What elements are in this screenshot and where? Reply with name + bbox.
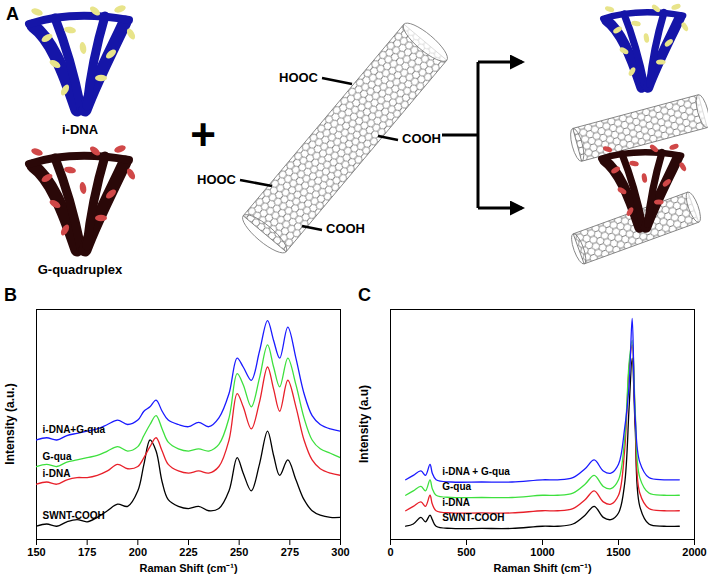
svg-text:i-DNA: i-DNA — [442, 497, 470, 508]
svg-text:Intensity (a.u.): Intensity (a.u.) — [3, 383, 17, 464]
svg-text:175: 175 — [78, 546, 96, 558]
svg-text:i-DNA: i-DNA — [43, 468, 71, 479]
svg-text:COOH: COOH — [402, 131, 441, 146]
svg-text:225: 225 — [179, 546, 197, 558]
svg-text:i-DNA+G-qua: i-DNA+G-qua — [43, 424, 106, 435]
svg-text:HOOC: HOOC — [279, 70, 319, 85]
svg-text:1000: 1000 — [530, 546, 554, 558]
html-text:C: C — [358, 285, 371, 305]
svg-text:HOOC: HOOC — [197, 172, 237, 187]
svg-text:SWNT-COOH: SWNT-COOH — [43, 510, 105, 521]
svg-text:i-DNA + G-qua: i-DNA + G-qua — [442, 466, 510, 477]
svg-text:2000: 2000 — [682, 546, 706, 558]
svg-text:Intensity (a.u): Intensity (a.u) — [357, 385, 371, 463]
svg-text:500: 500 — [457, 546, 475, 558]
svg-text:250: 250 — [230, 546, 248, 558]
svg-text:Raman Shift (cm⁻¹): Raman Shift (cm⁻¹) — [139, 562, 237, 574]
svg-text:A: A — [6, 4, 19, 24]
svg-text:G-qua: G-qua — [442, 481, 471, 492]
svg-text:275: 275 — [281, 546, 299, 558]
svg-text:SWNT-COOH: SWNT-COOH — [442, 512, 504, 523]
svg-text:1500: 1500 — [606, 546, 630, 558]
svg-text:G-qua: G-qua — [43, 451, 72, 462]
html-text:B: B — [4, 285, 17, 305]
svg-text:Raman Shift (cm⁻¹): Raman Shift (cm⁻¹) — [493, 562, 591, 574]
svg-text:G-quadruplex: G-quadruplex — [38, 262, 123, 277]
svg-text:+: + — [190, 110, 216, 159]
svg-text:150: 150 — [27, 546, 45, 558]
svg-text:300: 300 — [331, 546, 349, 558]
svg-text:i-DNA: i-DNA — [62, 122, 99, 137]
svg-text:200: 200 — [129, 546, 147, 558]
svg-text:COOH: COOH — [326, 221, 365, 236]
svg-text:0: 0 — [387, 546, 393, 558]
